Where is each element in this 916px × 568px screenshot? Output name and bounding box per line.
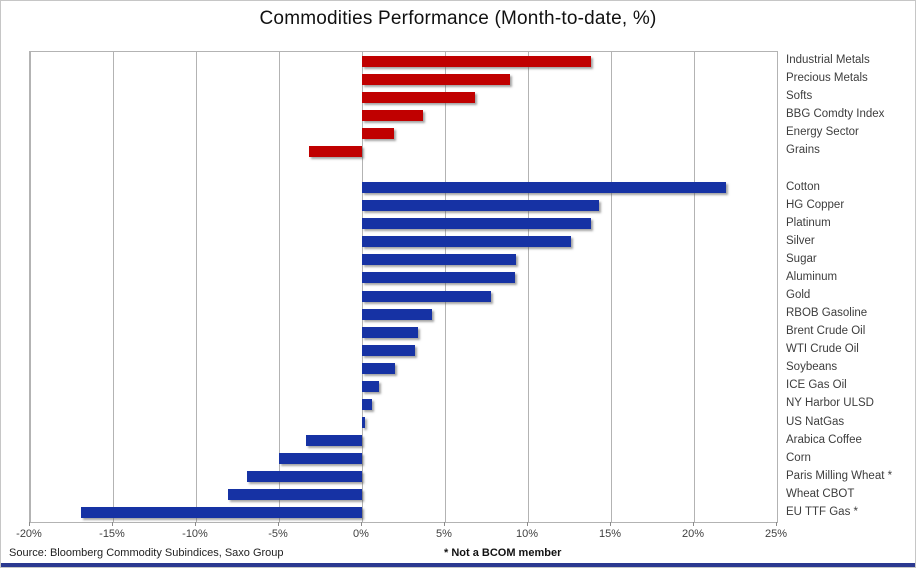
gridline--10% [195,52,197,522]
tick-mark--20% [29,522,30,526]
chart-title: Commodities Performance (Month-to-date, … [259,8,657,29]
label-ny-harbor-ulsd: NY Harbor ULSD [786,397,874,410]
bar-paris-milling-wheat [247,471,362,483]
x-tick-label-15%: 15% [598,528,622,540]
bar-brent-crude-oil [362,326,419,338]
x-tick-label-0%: 0% [353,528,369,540]
label-us-natgas: US NatGas [786,415,845,428]
label-aluminum: Aluminum [786,270,838,283]
gridline-25% [776,52,778,522]
label-silver: Silver [786,234,815,247]
label-wheat-cbot: Wheat CBOT [786,487,855,500]
label-brent-crude-oil: Brent Crude Oil [786,325,866,338]
tick-mark-5% [444,522,445,526]
bar-ny-harbor-ulsd [362,399,372,410]
bar-rbob-gasoline [362,308,432,320]
gridline-0% [361,52,363,522]
gridline-20% [693,52,695,522]
bar-sugar [362,254,517,266]
label-gold: Gold [786,289,811,301]
label-paris-milling-wheat: Paris Milling Wheat * [786,469,893,482]
label-bbg-comdty-index: BBG Comdty Index [786,108,885,121]
gridline-10% [527,52,529,522]
bcom-footnote: * Not a BCOM member [444,547,562,559]
label-energy-sector: Energy Sector [786,126,859,139]
label-industrial-metals: Industrial Metals [786,54,870,66]
tick-mark--10% [195,522,196,526]
label-hg-copper: HG Copper [786,198,845,211]
bar-silver [362,236,572,248]
bar-ice-gas-oil [362,380,379,392]
tick-mark-20% [693,522,694,526]
bar-eu-ttf-gas [81,507,362,519]
tick-mark-15% [610,522,611,526]
bar-corn [279,453,362,465]
bar-industrial-metals [362,55,592,67]
label-platinum: Platinum [786,216,831,229]
x-tick-label-25%: 25% [764,528,788,540]
bar-gold [362,290,492,302]
bar-hg-copper [362,200,600,212]
tick-mark--5% [278,522,279,526]
tick-mark--15% [112,522,113,526]
bar-precious-metals [362,73,510,85]
label-grains: Grains [786,144,820,157]
gridline--5% [278,52,280,522]
gridline-15% [610,52,612,522]
bar-arabica-coffee [305,435,362,447]
label-soybeans: Soybeans [786,361,838,374]
label-eu-ttf-gas: EU TTF Gas * [786,505,858,518]
label-rbob-gasoline: RBOB Gasoline [786,307,868,320]
label-cotton: Cotton [786,180,820,193]
label-wti-crude-oil: WTI Crude Oil [786,343,859,356]
label-softs: Softs [786,90,813,103]
gridline--15% [112,52,114,522]
bar-us-natgas [362,417,366,429]
tick-mark-10% [527,522,528,526]
label-corn: Corn [786,451,811,464]
bar-wti-crude-oil [362,344,416,356]
bar-platinum [362,218,592,230]
x-tick-label--10%: -10% [182,528,208,540]
plot-area [29,51,778,523]
label-arabica-coffee: Arabica Coffee [786,433,862,446]
x-tick-label-10%: 10% [515,528,539,540]
tick-mark-25% [776,522,777,526]
gridline-5% [444,52,446,522]
bar-softs [362,91,475,103]
bottom-accent-strip [1,563,915,567]
label-ice-gas-oil: ICE Gas Oil [786,379,847,392]
bar-energy-sector [362,127,394,139]
source-attribution: Source: Bloomberg Commodity Subindices, … [9,547,284,559]
bar-bbg-comdty-index [362,109,424,121]
x-tick-label--5%: -5% [268,528,288,540]
label-precious-metals: Precious Metals [786,72,868,85]
bar-cotton [362,182,726,194]
x-tick-label-20%: 20% [681,528,705,540]
x-tick-label-5%: 5% [436,528,452,540]
bar-aluminum [362,272,515,284]
bar-wheat-cbot [227,489,362,501]
label-sugar: Sugar [786,252,817,265]
gridline--20% [29,52,31,522]
x-tick-label--20%: -20% [16,528,42,540]
bar-grains [308,145,362,157]
tick-mark-0% [361,522,362,526]
x-tick-label--15%: -15% [99,528,125,540]
bar-soybeans [362,362,396,374]
